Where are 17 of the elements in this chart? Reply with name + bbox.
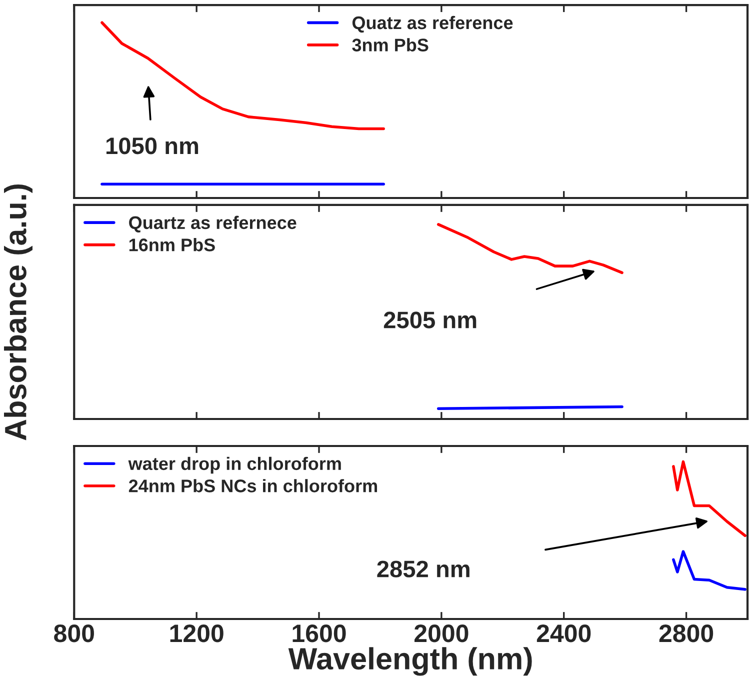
x-tick-label: 1600: [292, 624, 346, 642]
x-axis-title: Wavelength (nm): [288, 647, 532, 676]
x-tick-label: 1200: [170, 624, 224, 642]
legend-label: 3nm PbS: [352, 38, 428, 52]
annotation: 2505 nm: [384, 312, 476, 328]
y-axis-title: Absorbance (a.u.): [4, 184, 32, 440]
x-tick-label: 2800: [659, 624, 714, 642]
annotation: 1050 nm: [106, 137, 198, 154]
x-tick-label: 2000: [414, 624, 468, 642]
legend-label: 24nm PbS NCs in chloroform: [128, 479, 378, 492]
x-tick-label: 2400: [536, 624, 591, 642]
legend-label: Quartz as refernece: [129, 216, 296, 232]
x-tick-label: 800: [54, 624, 94, 642]
annotation: 2852 nm: [377, 560, 470, 578]
legend-label: Quatz as reference: [352, 16, 513, 33]
legend-label: water drop in chloroform: [128, 456, 341, 474]
legend-label: 16nm PbS: [129, 238, 215, 252]
